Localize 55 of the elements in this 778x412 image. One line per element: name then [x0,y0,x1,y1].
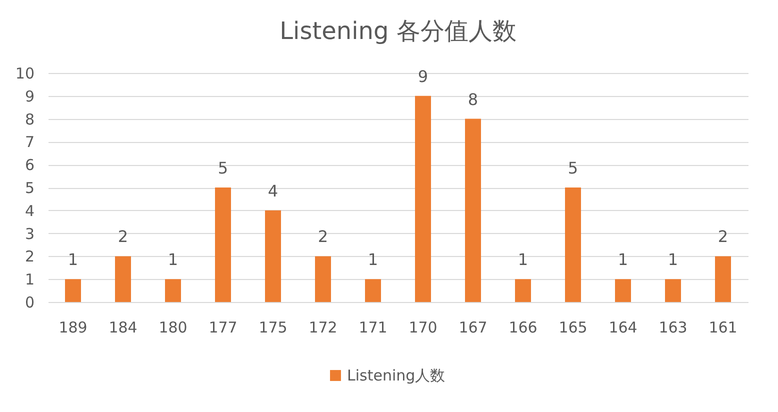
y-tick-label: 2 [24,248,34,266]
x-tick-label: 180 [158,318,188,336]
data-label: 2 [718,227,728,246]
data-label: 5 [568,158,578,178]
bar [665,279,681,302]
bar [515,279,531,302]
data-label: 1 [368,250,378,270]
data-label: 9 [418,66,428,86]
y-tick-label: 4 [24,202,34,220]
y-tick-label: 7 [24,133,34,152]
x-tick-label: 165 [558,318,588,336]
x-tick-label: 164 [608,318,638,336]
bar [215,188,231,302]
data-label: 4 [268,181,278,200]
bar [265,210,281,302]
x-tick-label: 161 [708,318,738,336]
y-tick-label: 5 [24,179,34,197]
data-label: 1 [618,250,628,270]
x-tick-label: 167 [458,318,488,336]
x-tick-label: 170 [408,318,438,336]
y-tick-label: 10 [15,64,34,82]
bar [65,279,81,302]
bar [165,279,181,302]
x-tick-label: 175 [258,318,288,336]
bar [315,256,331,302]
data-label: 1 [668,250,678,270]
y-tick-label: 3 [24,224,34,243]
bar [715,256,731,302]
bar [565,188,581,302]
chart-title: Listening 各分值人数 [280,17,516,45]
bar [465,118,481,302]
x-tick-label: 172 [308,318,338,336]
data-label: 2 [318,227,328,246]
y-tick-label: 8 [24,110,34,128]
bar [415,96,431,302]
data-label: 2 [118,227,128,246]
x-tick-label: 177 [208,318,238,336]
x-tick-label: 184 [108,318,138,336]
data-label: 1 [168,250,178,270]
bar [115,256,131,302]
data-label: 8 [468,90,478,109]
x-tick-label: 189 [58,318,88,336]
bar [365,279,381,302]
data-label: 1 [518,250,528,270]
y-tick-label: 6 [24,156,34,174]
x-tick-label: 166 [508,318,538,336]
y-tick-label: 1 [24,270,34,289]
y-tick-label: 0 [24,294,34,312]
x-tick-label: 171 [358,318,388,336]
data-label: 1 [68,250,78,270]
legend-label: Listening人数 [347,366,446,384]
x-tick-label: 163 [658,318,688,336]
bar [615,279,631,302]
y-tick-label: 9 [24,87,34,106]
data-label: 5 [218,158,228,178]
